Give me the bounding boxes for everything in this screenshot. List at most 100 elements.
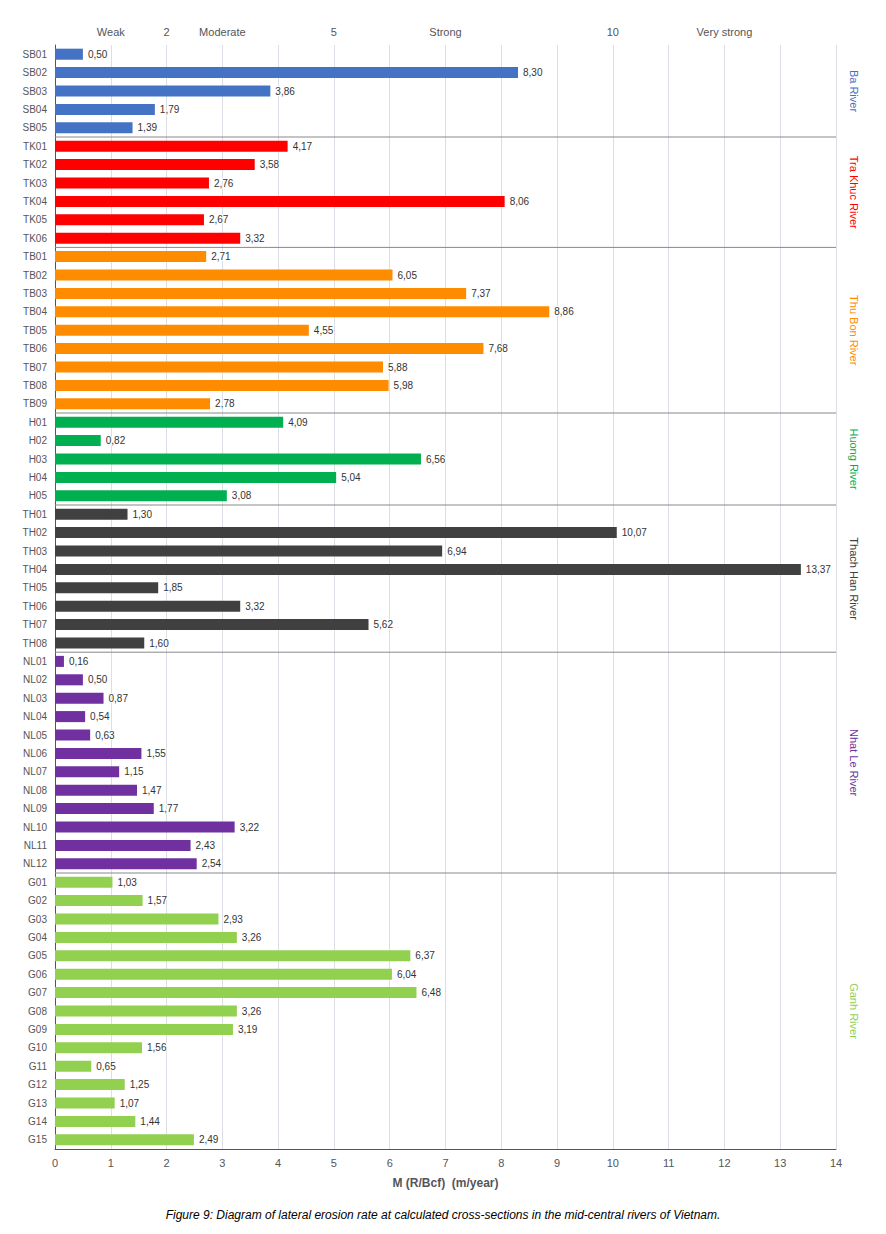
svg-text:G10: G10 xyxy=(28,1042,47,1053)
svg-text:12: 12 xyxy=(718,1157,730,1169)
svg-text:TK01: TK01 xyxy=(23,141,47,152)
svg-text:G13: G13 xyxy=(28,1098,47,1109)
svg-text:0,54: 0,54 xyxy=(90,711,110,722)
svg-text:6,04: 6,04 xyxy=(397,969,417,980)
svg-text:NL01: NL01 xyxy=(23,656,47,667)
svg-text:2,54: 2,54 xyxy=(202,858,222,869)
svg-text:G09: G09 xyxy=(28,1024,47,1035)
svg-text:1,44: 1,44 xyxy=(140,1116,160,1127)
svg-text:1,39: 1,39 xyxy=(138,122,158,133)
svg-text:Figure 9: Diagram of lateral e: Figure 9: Diagram of lateral erosion rat… xyxy=(166,1208,721,1222)
svg-text:TH04: TH04 xyxy=(23,564,48,575)
svg-text:TB09: TB09 xyxy=(23,398,47,409)
svg-text:TK02: TK02 xyxy=(23,159,47,170)
svg-text:G03: G03 xyxy=(28,914,47,925)
svg-text:G04: G04 xyxy=(28,932,47,943)
svg-text:7,68: 7,68 xyxy=(488,343,508,354)
svg-text:1,55: 1,55 xyxy=(146,748,166,759)
svg-text:3,08: 3,08 xyxy=(232,490,252,501)
svg-text:TB03: TB03 xyxy=(23,288,47,299)
svg-text:0,16: 0,16 xyxy=(69,656,89,667)
svg-text:G07: G07 xyxy=(28,987,47,998)
svg-text:14: 14 xyxy=(830,1157,842,1169)
svg-text:6: 6 xyxy=(387,1157,393,1169)
svg-text:0,82: 0,82 xyxy=(106,435,126,446)
svg-text:2,49: 2,49 xyxy=(199,1134,219,1145)
svg-text:1,25: 1,25 xyxy=(130,1079,150,1090)
svg-text:8,86: 8,86 xyxy=(554,306,574,317)
svg-text:3: 3 xyxy=(219,1157,225,1169)
svg-text:8,30: 8,30 xyxy=(523,67,543,78)
svg-text:11: 11 xyxy=(663,1157,674,1169)
svg-text:1,56: 1,56 xyxy=(147,1042,167,1053)
svg-text:8,06: 8,06 xyxy=(510,196,530,207)
svg-text:TB04: TB04 xyxy=(23,306,47,317)
svg-text:TB08: TB08 xyxy=(23,380,47,391)
svg-text:SB05: SB05 xyxy=(23,122,48,133)
svg-text:1,30: 1,30 xyxy=(133,509,153,520)
svg-text:G02: G02 xyxy=(28,895,47,906)
svg-text:H05: H05 xyxy=(29,490,48,501)
svg-text:1,57: 1,57 xyxy=(148,895,168,906)
svg-text:9: 9 xyxy=(554,1157,560,1169)
svg-text:7,37: 7,37 xyxy=(471,288,491,299)
svg-text:NL08: NL08 xyxy=(23,785,47,796)
svg-text:2: 2 xyxy=(164,26,170,38)
svg-text:NL06: NL06 xyxy=(23,748,47,759)
svg-text:3,58: 3,58 xyxy=(260,159,280,170)
svg-text:4,17: 4,17 xyxy=(293,141,313,152)
svg-text:G12: G12 xyxy=(28,1079,47,1090)
svg-text:G06: G06 xyxy=(28,969,47,980)
svg-text:Tra Khuc River: Tra Khuc River xyxy=(848,156,860,229)
svg-text:10: 10 xyxy=(607,26,619,38)
svg-text:H01: H01 xyxy=(29,417,48,428)
svg-text:H02: H02 xyxy=(29,435,48,446)
svg-text:0,50: 0,50 xyxy=(88,674,108,685)
svg-text:6,37: 6,37 xyxy=(415,950,435,961)
svg-text:TB07: TB07 xyxy=(23,362,47,373)
svg-text:TB05: TB05 xyxy=(23,325,47,336)
svg-text:3,32: 3,32 xyxy=(245,601,265,612)
svg-text:SB04: SB04 xyxy=(23,104,48,115)
svg-text:5,88: 5,88 xyxy=(388,362,408,373)
svg-text:G14: G14 xyxy=(28,1116,47,1127)
svg-text:2: 2 xyxy=(164,1157,170,1169)
svg-text:TH03: TH03 xyxy=(23,546,48,557)
svg-text:TH06: TH06 xyxy=(23,601,48,612)
svg-text:2,93: 2,93 xyxy=(223,914,243,925)
svg-text:5,98: 5,98 xyxy=(394,380,414,391)
svg-text:M (R/Bcf) (m/year): M (R/Bcf) (m/year) xyxy=(392,1176,498,1190)
svg-text:4: 4 xyxy=(275,1157,281,1169)
svg-text:TH02: TH02 xyxy=(23,527,48,538)
svg-text:TH08: TH08 xyxy=(23,638,48,649)
svg-text:6,56: 6,56 xyxy=(426,454,446,465)
svg-text:TK03: TK03 xyxy=(23,178,47,189)
svg-text:0,65: 0,65 xyxy=(96,1061,116,1072)
svg-text:TH05: TH05 xyxy=(23,582,48,593)
svg-text:Very strong: Very strong xyxy=(697,26,753,38)
svg-text:NL12: NL12 xyxy=(23,858,47,869)
svg-text:G05: G05 xyxy=(28,950,47,961)
svg-text:1,79: 1,79 xyxy=(160,104,180,115)
svg-text:NL09: NL09 xyxy=(23,803,47,814)
svg-text:13: 13 xyxy=(774,1157,786,1169)
svg-text:NL03: NL03 xyxy=(23,693,47,704)
svg-text:5: 5 xyxy=(331,26,337,38)
svg-text:2,76: 2,76 xyxy=(214,178,234,189)
svg-text:6,94: 6,94 xyxy=(447,546,467,557)
svg-text:0,50: 0,50 xyxy=(88,49,108,60)
svg-text:Moderate: Moderate xyxy=(199,26,245,38)
svg-text:G01: G01 xyxy=(28,877,47,888)
svg-text:TB01: TB01 xyxy=(23,251,47,262)
svg-text:1,15: 1,15 xyxy=(124,766,144,777)
svg-text:0: 0 xyxy=(52,1157,58,1169)
svg-text:13,37: 13,37 xyxy=(806,564,831,575)
svg-text:NL10: NL10 xyxy=(23,822,47,833)
svg-text:NL02: NL02 xyxy=(23,674,47,685)
svg-text:Weak: Weak xyxy=(97,26,125,38)
svg-text:3,22: 3,22 xyxy=(240,822,260,833)
svg-text:0,63: 0,63 xyxy=(95,730,115,741)
svg-text:TB02: TB02 xyxy=(23,270,47,281)
svg-text:3,26: 3,26 xyxy=(242,1006,262,1017)
svg-text:2,71: 2,71 xyxy=(211,251,231,262)
